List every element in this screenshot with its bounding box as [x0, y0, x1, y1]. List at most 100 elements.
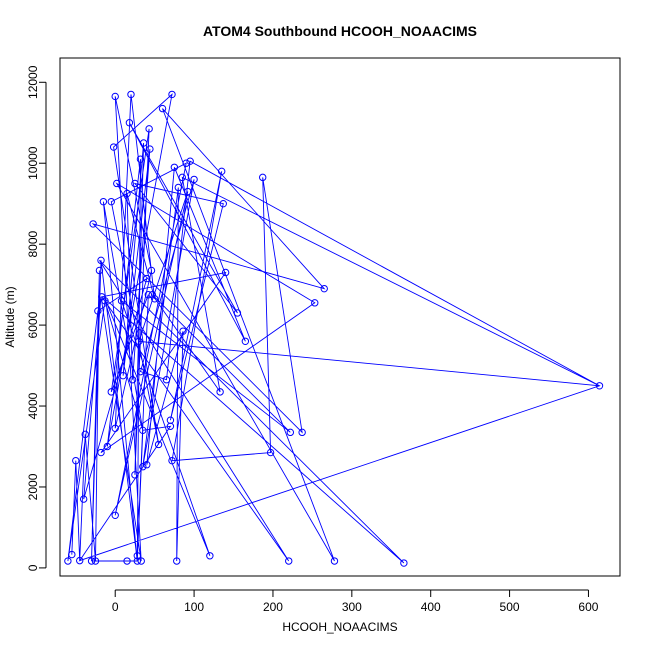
data-point: [168, 456, 176, 465]
data-point: [81, 430, 89, 439]
data-point: [107, 388, 115, 396]
data-point: [154, 440, 163, 449]
data-point: [330, 557, 339, 565]
data-point: [117, 297, 126, 305]
y-tick-label: 4000: [26, 392, 40, 419]
data-point: [170, 163, 179, 171]
data-point: [111, 92, 119, 101]
data-point: [186, 157, 194, 165]
data-point: [76, 556, 84, 565]
x-tick-label: 500: [500, 600, 520, 614]
y-tick-label: 10000: [26, 146, 40, 180]
data-point: [219, 199, 227, 208]
data-point: [400, 559, 408, 567]
data-point: [150, 295, 159, 303]
data-point: [68, 550, 76, 559]
y-axis: 0 2000 4000 6000 8000 10000 12000: [26, 65, 47, 571]
data-point: [136, 367, 145, 376]
data-point: [148, 291, 156, 299]
data-point: [221, 268, 230, 277]
data-point: [91, 557, 100, 565]
x-tick-label: 400: [421, 600, 441, 614]
data-point: [184, 187, 192, 196]
data-point: [72, 456, 80, 465]
data-point: [146, 145, 154, 153]
data-point: [95, 266, 104, 275]
data-point: [109, 143, 118, 151]
data-point: [259, 173, 267, 182]
data-point: [145, 125, 153, 133]
series-line: [67, 93, 601, 564]
data-point: [217, 167, 226, 176]
data-point: [136, 155, 145, 163]
data-point: [174, 183, 183, 192]
data-point: [131, 179, 139, 188]
data-point: [162, 376, 171, 384]
data-point: [135, 337, 143, 345]
data-point: [111, 511, 119, 519]
data-point: [233, 309, 242, 317]
y-axis-label: Altitude (m): [3, 286, 17, 347]
data-point: [178, 173, 186, 182]
x-axis-label: HCOOH_NOAACIMS: [282, 620, 397, 634]
data-point: [311, 299, 319, 307]
data-point: [285, 557, 293, 565]
data-point: [595, 382, 604, 390]
y-tick-label: 0: [26, 564, 40, 571]
data-point: [94, 307, 102, 315]
data-point: [298, 428, 306, 437]
data-point: [111, 424, 119, 432]
data-point: [182, 159, 190, 167]
x-tick-label: 300: [342, 600, 362, 614]
y-tick-label: 6000: [26, 311, 40, 338]
x-tick-label: 600: [578, 600, 598, 614]
data-point: [123, 557, 131, 565]
data-point: [133, 557, 141, 565]
data-point: [131, 471, 139, 479]
data-point: [99, 197, 108, 206]
y-tick-label: 8000: [26, 230, 40, 257]
x-tick-label: 0: [112, 600, 119, 614]
data-point: [179, 327, 187, 335]
data-point: [168, 90, 176, 99]
data-point: [143, 274, 151, 283]
data-point: [125, 119, 134, 127]
data-point: [89, 220, 97, 228]
data-point: [144, 291, 153, 299]
data-point: [206, 552, 214, 560]
plot-frame: [59, 57, 621, 577]
x-tick-label: 100: [184, 600, 204, 614]
data-point: [123, 189, 131, 198]
data-point: [158, 104, 167, 113]
data-point: [97, 256, 105, 265]
data-point: [166, 422, 175, 430]
data-point: [103, 442, 112, 451]
x-tick-label: 200: [263, 600, 283, 614]
data-point: [286, 428, 295, 437]
data-point: [173, 557, 181, 565]
data-point: [320, 284, 328, 293]
data-point: [139, 139, 148, 147]
series-points: [64, 90, 604, 567]
data-point: [216, 388, 224, 396]
chart-title: ATOM4 Southbound HCOOH_NOAACIMS: [203, 23, 477, 39]
data-point: [128, 376, 137, 384]
y-tick-label: 2000: [26, 473, 40, 500]
data-point: [139, 463, 147, 471]
data-point: [190, 175, 198, 184]
data-point: [113, 179, 121, 188]
data-point: [101, 297, 109, 305]
data-point: [97, 448, 105, 457]
data-point: [241, 337, 250, 345]
data-point: [266, 448, 275, 457]
data-point: [87, 557, 96, 565]
data-point: [79, 495, 88, 503]
data-point: [137, 557, 145, 565]
data-point: [133, 552, 141, 560]
data-point: [119, 371, 127, 380]
data-point: [64, 557, 72, 565]
data-point: [107, 197, 115, 206]
y-tick-label: 12000: [26, 65, 40, 99]
data-point: [127, 90, 135, 99]
